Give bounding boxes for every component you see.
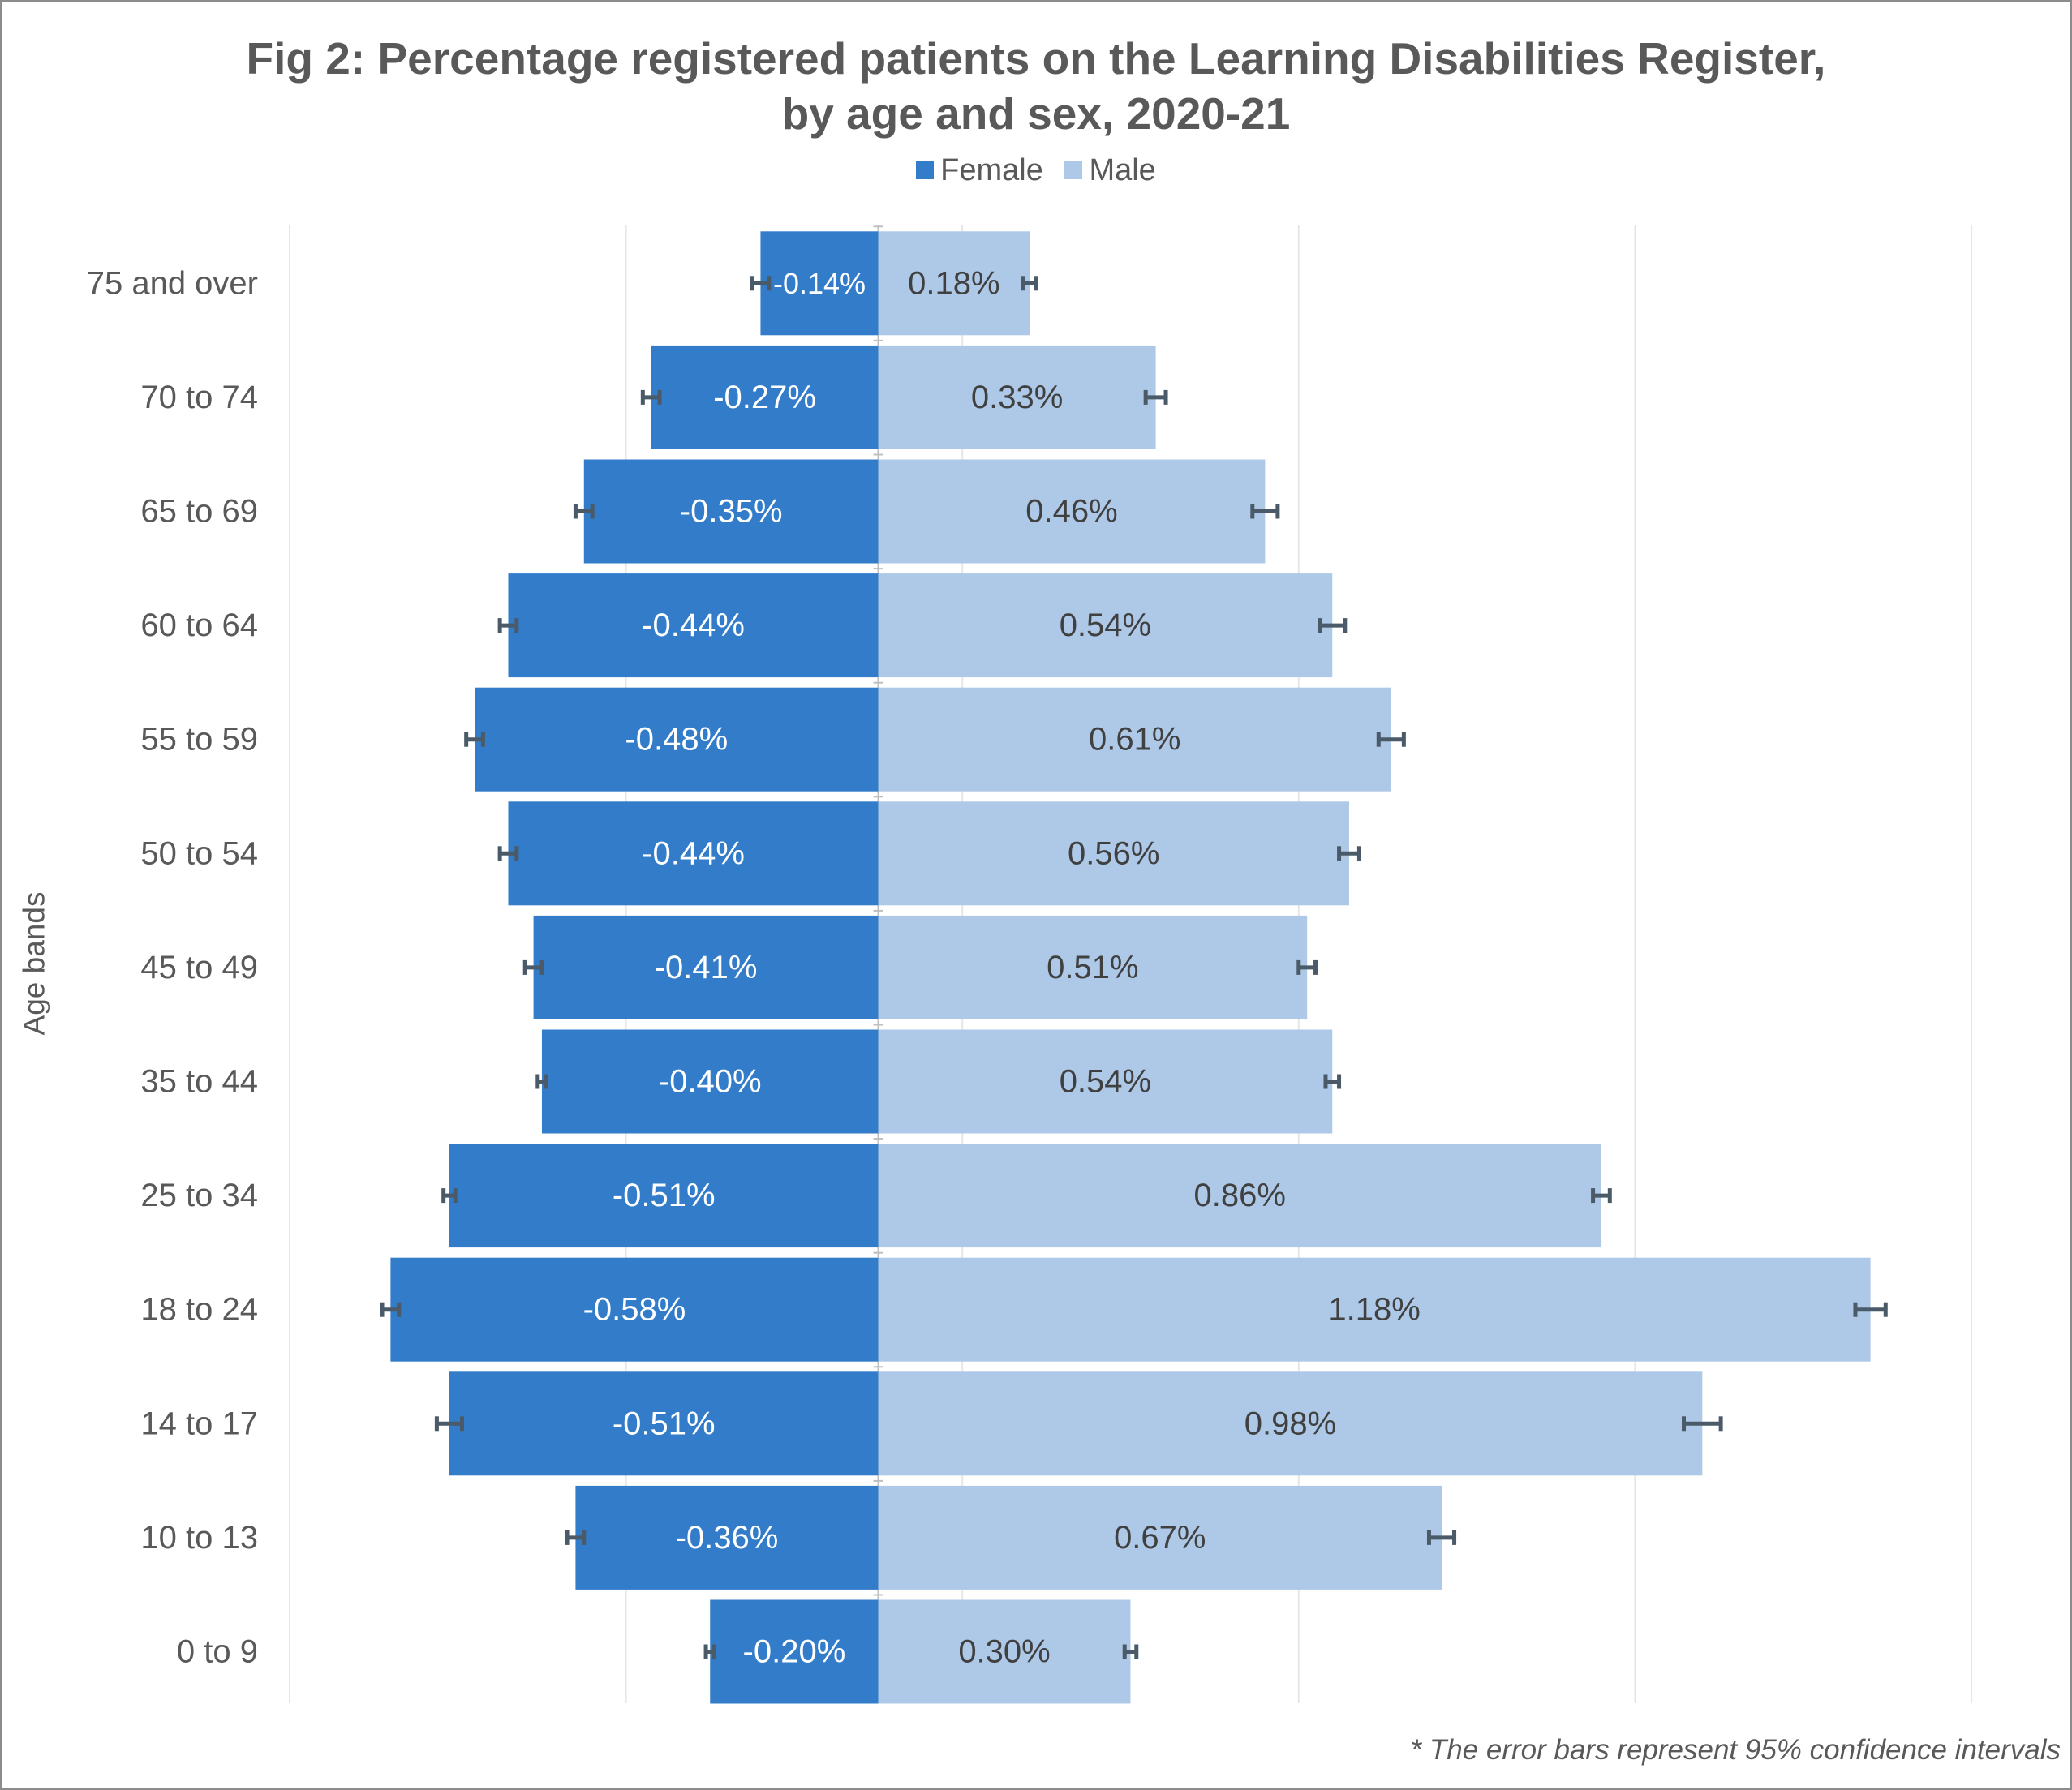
data-label-male: 1.18%	[1328, 1292, 1420, 1328]
data-label-male: 0.61%	[1089, 722, 1180, 758]
category-label: 65 to 69	[140, 494, 258, 530]
bar-female	[449, 1371, 879, 1476]
data-label-female: -0.40%	[659, 1064, 762, 1100]
bar-male	[878, 1371, 1703, 1476]
bar-female	[449, 1144, 879, 1248]
category-label: 10 to 13	[140, 1520, 258, 1556]
bar-male	[878, 345, 1156, 449]
chart-title-line-1: Fig 2: Percentage registered patients on…	[246, 33, 1826, 84]
data-label-female: -0.51%	[613, 1178, 716, 1213]
data-label-male: 0.67%	[1114, 1520, 1206, 1556]
category-label: 60 to 64	[140, 607, 258, 643]
bar-female	[651, 345, 879, 449]
category-label: 75 and over	[87, 265, 258, 301]
bar-male	[878, 687, 1391, 792]
data-label-female: -0.58%	[583, 1292, 686, 1328]
bar-male	[878, 1257, 1871, 1362]
bar-male	[878, 573, 1333, 678]
bar-female	[583, 459, 879, 564]
legend-item-female: Female	[916, 153, 1043, 188]
data-label-female: -0.27%	[713, 380, 816, 415]
bar-male	[878, 459, 1266, 564]
bar-male	[878, 1485, 1442, 1590]
bar-male	[878, 801, 1349, 906]
bar-male	[878, 915, 1308, 1019]
bar-female	[508, 573, 879, 678]
data-label-male: 0.86%	[1194, 1178, 1286, 1213]
data-label-female: -0.36%	[676, 1520, 779, 1556]
bar-male	[878, 1599, 1131, 1704]
legend: Female Male	[0, 152, 2072, 188]
data-label-female: -0.35%	[680, 494, 783, 530]
data-label-female: -0.41%	[655, 950, 758, 985]
legend-label-male: Male	[1089, 152, 1156, 187]
legend-swatch-male	[1064, 161, 1083, 179]
footnote: * The error bars represent 95% confidenc…	[1410, 1734, 2061, 1766]
bar-male	[878, 1029, 1333, 1134]
category-label: 55 to 59	[140, 722, 258, 758]
category-label: 50 to 54	[140, 835, 258, 871]
bar-female	[475, 687, 879, 792]
data-label-male: 0.33%	[971, 380, 1063, 415]
category-label: 25 to 34	[140, 1178, 258, 1213]
bar-female	[508, 801, 879, 906]
chart-title-line-2: by age and sex, 2020-21	[781, 88, 1291, 139]
data-label-male: 0.18%	[908, 265, 999, 301]
data-label-female: -0.51%	[613, 1406, 716, 1441]
data-label-female: -0.44%	[642, 607, 745, 643]
category-label: 70 to 74	[140, 380, 258, 415]
data-label-male: 0.98%	[1244, 1406, 1336, 1441]
chart-title: Fig 2: Percentage registered patients on…	[0, 31, 2072, 141]
data-label-male: 0.56%	[1068, 835, 1159, 871]
bar-female	[390, 1257, 879, 1362]
category-label: 35 to 44	[140, 1064, 258, 1100]
data-label-male: 0.54%	[1060, 607, 1151, 643]
y-axis-title: Age bands	[18, 892, 51, 1036]
category-label: 14 to 17	[140, 1406, 258, 1441]
category-label: 18 to 24	[140, 1292, 258, 1328]
data-label-male: 0.30%	[958, 1634, 1050, 1670]
bar-male	[878, 231, 1030, 336]
bar-male	[878, 1144, 1601, 1248]
bar-female	[575, 1485, 879, 1590]
legend-label-female: Female	[940, 152, 1043, 187]
data-label-female: -0.48%	[625, 722, 728, 758]
data-label-male: 0.46%	[1025, 494, 1117, 530]
bar-female	[760, 231, 879, 336]
bar-female	[541, 1029, 879, 1134]
legend-swatch-female	[916, 161, 935, 179]
category-label: 0 to 9	[177, 1634, 258, 1670]
data-label-male: 0.54%	[1060, 1064, 1151, 1100]
bar-female	[533, 915, 879, 1019]
legend-item-male: Male	[1064, 152, 1156, 188]
bar-female	[710, 1599, 879, 1704]
data-label-male: 0.51%	[1047, 950, 1138, 985]
data-label-female: -0.44%	[642, 835, 745, 871]
category-label: 45 to 49	[140, 950, 258, 985]
data-label-female: -0.20%	[743, 1634, 846, 1670]
data-label-female: -0.14%	[773, 267, 866, 300]
